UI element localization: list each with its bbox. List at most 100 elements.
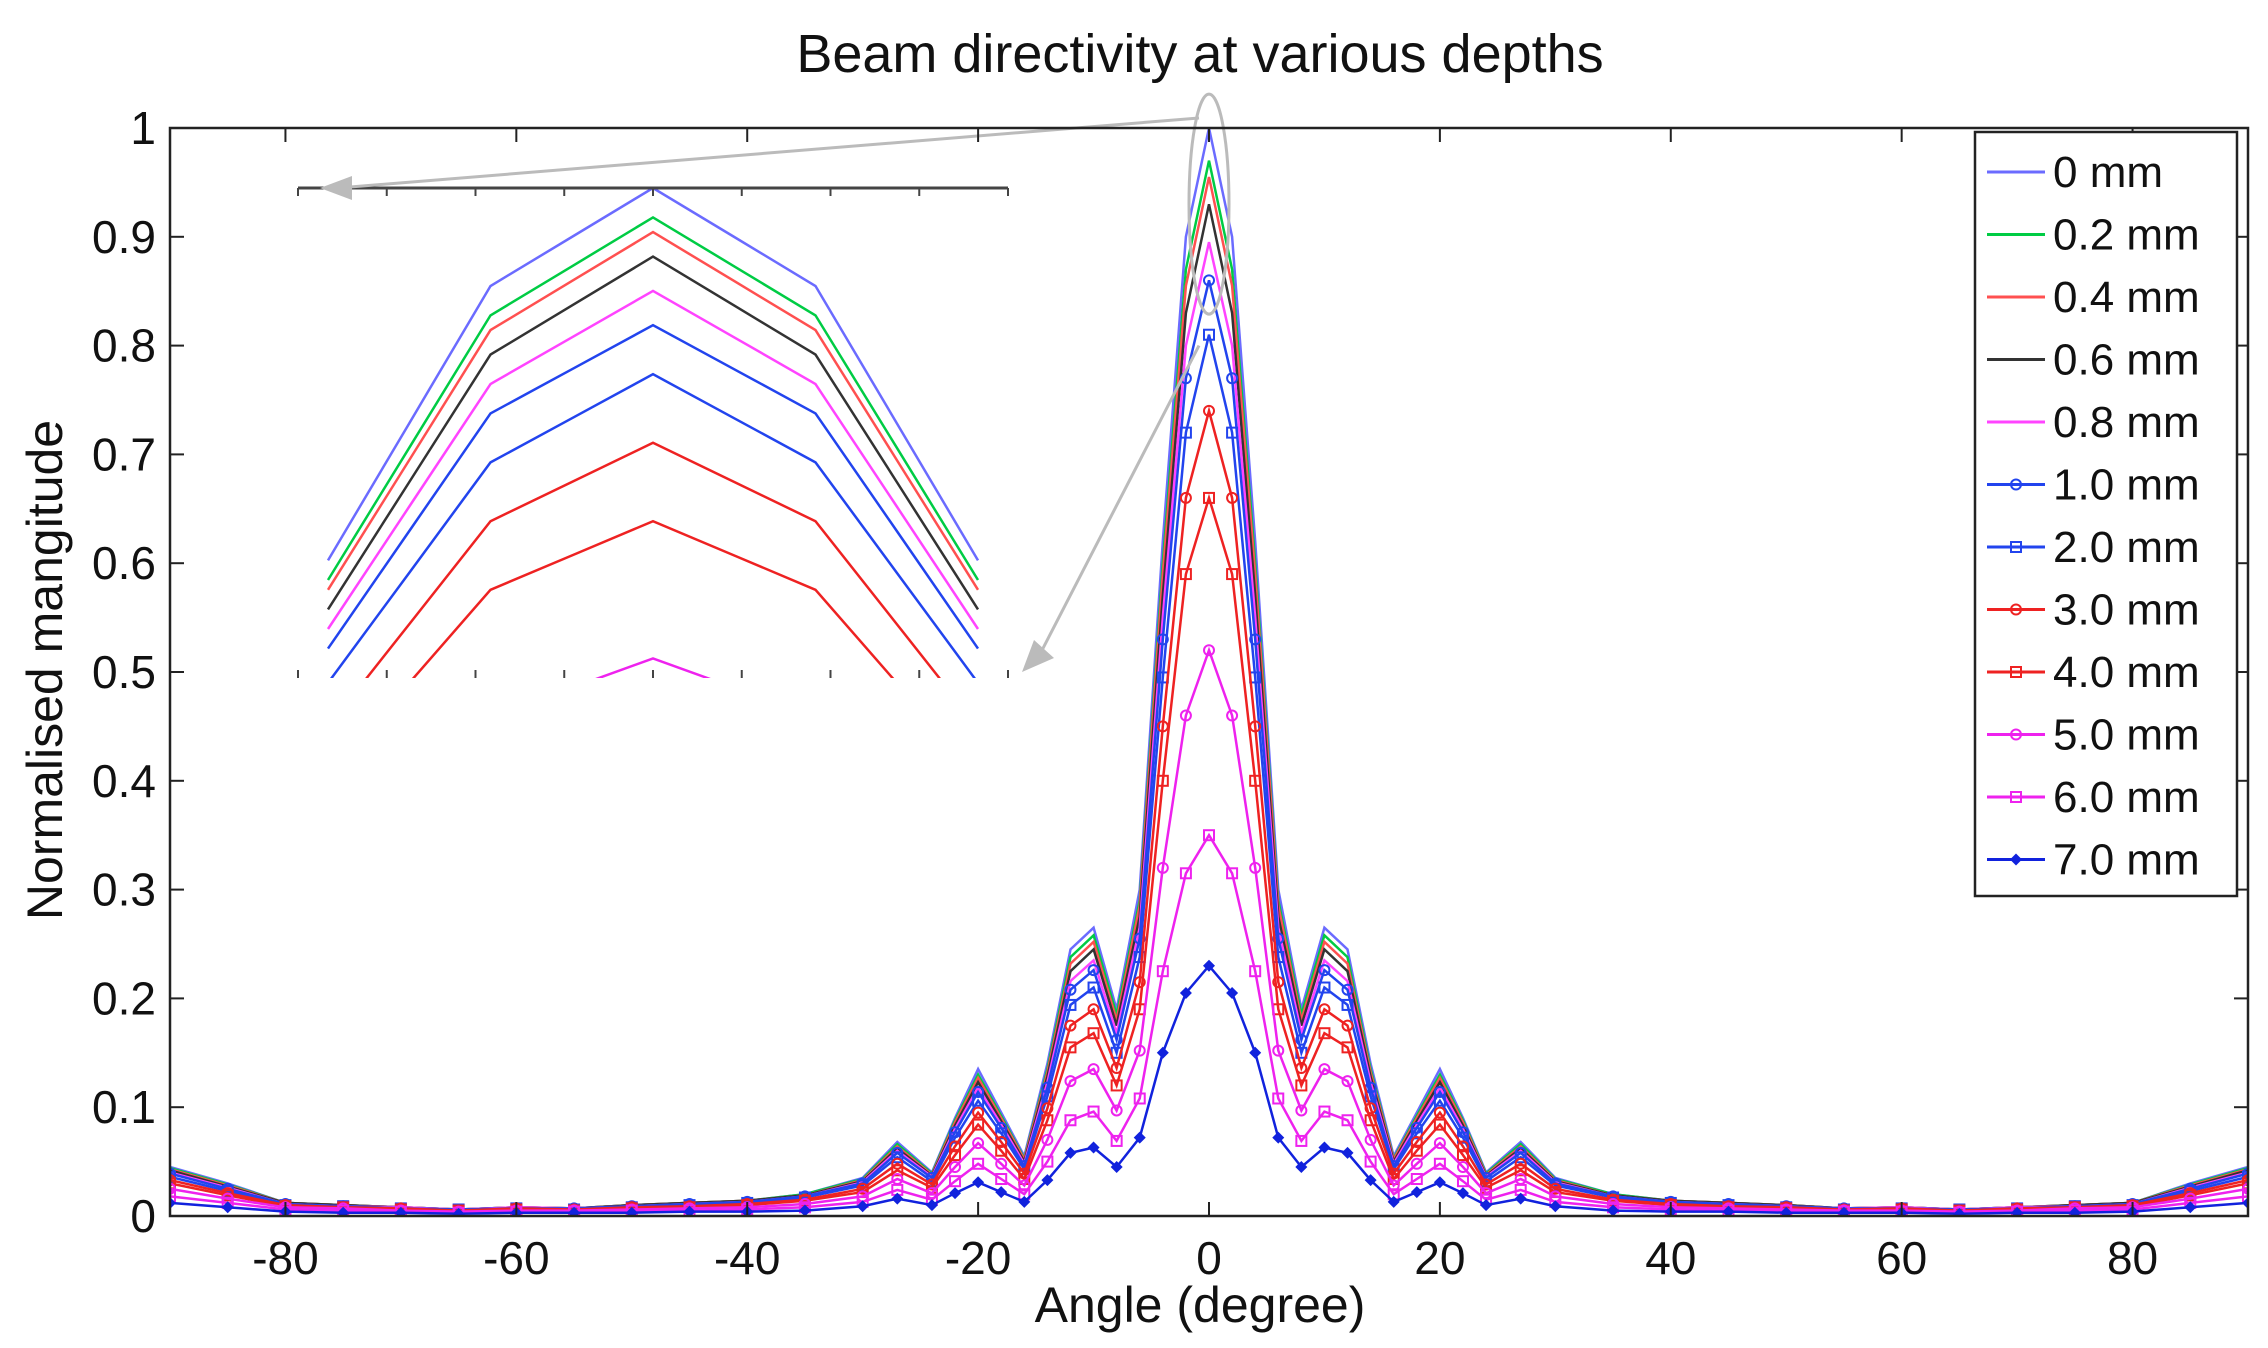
data-point [1433,1157,1446,1170]
inset-series-line [365,441,941,678]
data-point [1318,1003,1331,1016]
data-point [1249,965,1262,978]
inset-series-line [411,519,895,678]
data-point [1203,491,1215,504]
x-tick-label: 20 [1414,1232,1465,1284]
data-point [452,1207,465,1216]
data-point [1341,1019,1354,1032]
data-point [1480,1199,1493,1212]
data-point [972,1176,985,1189]
data-point [337,1206,350,1216]
chart-title: Beam directivity at various depths [796,24,1603,84]
data-point [891,1164,904,1177]
data-point [995,1136,1008,1149]
data-point [1295,1079,1308,1092]
data-point [1179,986,1192,999]
data-point [1156,965,1169,978]
data-point [1433,1106,1446,1119]
data-point [972,1094,985,1107]
axes: -80 -60 -40 -20 0 20 40 60 80 0 0.1 0.2 0.3 0.4 0.5 0.6… [92,102,2250,1284]
x-tick-label: -20 [945,1232,1011,1284]
y-tick-label: 1 [130,102,156,154]
data-point [568,1206,581,1216]
legend-label: 5.0 mm [2053,711,2200,760]
data-point [1364,1090,1377,1103]
data-point [972,1137,985,1150]
legend-label: 4.0 mm [2053,648,2200,697]
data-point [1203,274,1215,287]
data-point [1133,1092,1146,1105]
data-point [1456,1149,1469,1162]
data-point [1179,568,1192,581]
data-point [1410,1144,1423,1157]
data-point [1456,1161,1469,1174]
data-point [995,1144,1008,1157]
data-point [1318,1027,1331,1040]
y-tick-label: 0.4 [92,755,156,807]
y-tick-label: 0.2 [92,972,156,1024]
data-point [972,1085,985,1098]
legend-label: 2.0 mm [2053,523,2200,572]
data-point [2184,1201,2197,1214]
data-point [1318,1063,1331,1076]
data-point [1433,1085,1446,1098]
data-point [972,1118,985,1131]
series-line [170,646,2248,1213]
data-point [891,1192,904,1205]
data-point [1722,1205,1735,1216]
inset-series-line [326,255,980,611]
callout-line-bottom [1036,344,1201,659]
data-point [1780,1206,1793,1216]
data-point [1203,959,1215,972]
y-tick-label: 0.3 [92,864,156,916]
legend-label: 7.0 mm [2053,836,2200,885]
legend-marker [2010,666,2022,678]
legend-entry: 5.0 mm [1987,711,2200,760]
series-7-0-mm [170,959,2248,1216]
data-point [170,1177,176,1190]
data-point [683,1205,696,1216]
legend-entry: 7.0 mm [1987,836,2200,885]
data-point [1041,1133,1054,1146]
data-point [798,1204,811,1216]
data-point [1110,1161,1123,1174]
data-point [972,1157,985,1170]
data-point [1341,1075,1354,1088]
callout-arrowhead-top [320,176,352,200]
data-point [1087,981,1100,994]
legend-entry: 4.0 mm [1987,648,2200,697]
data-point [1295,1104,1308,1117]
x-tick-label: -60 [483,1232,549,1284]
data-point [1272,1131,1285,1144]
data-point [856,1200,869,1213]
legend-entry: 0.6 mm [1987,336,2200,385]
data-point [1133,1131,1146,1144]
inset-background [290,182,1016,684]
inset-series-line [330,372,976,678]
data-point [1433,1137,1446,1150]
data-point [1203,404,1215,417]
inset-series-line [326,230,980,591]
data-point [1087,1105,1100,1118]
data-point [949,1161,962,1174]
zoom-inset [290,92,1231,684]
x-tick-label: 80 [2107,1232,2158,1284]
data-point [1295,1161,1308,1174]
data-point [1318,1141,1331,1154]
inset-series-line [595,657,711,678]
data-point [2242,1177,2248,1190]
data-point [1410,1127,1423,1140]
data-point [1110,1134,1123,1147]
y-tick-label: 0.6 [92,537,156,589]
data-point [2242,1190,2248,1203]
data-point [1514,1151,1527,1164]
data-point [1272,976,1285,989]
y-tick-label: 0 [130,1190,156,1242]
data-point [1364,1155,1377,1168]
data-point [1018,1195,1031,1208]
legend-entry: 6.0 mm [1987,773,2200,822]
legend-label: 1.0 mm [2053,461,2200,510]
data-point [1514,1157,1527,1170]
data-point [1087,1141,1100,1154]
y-tick-label: 0.1 [92,1081,156,1133]
